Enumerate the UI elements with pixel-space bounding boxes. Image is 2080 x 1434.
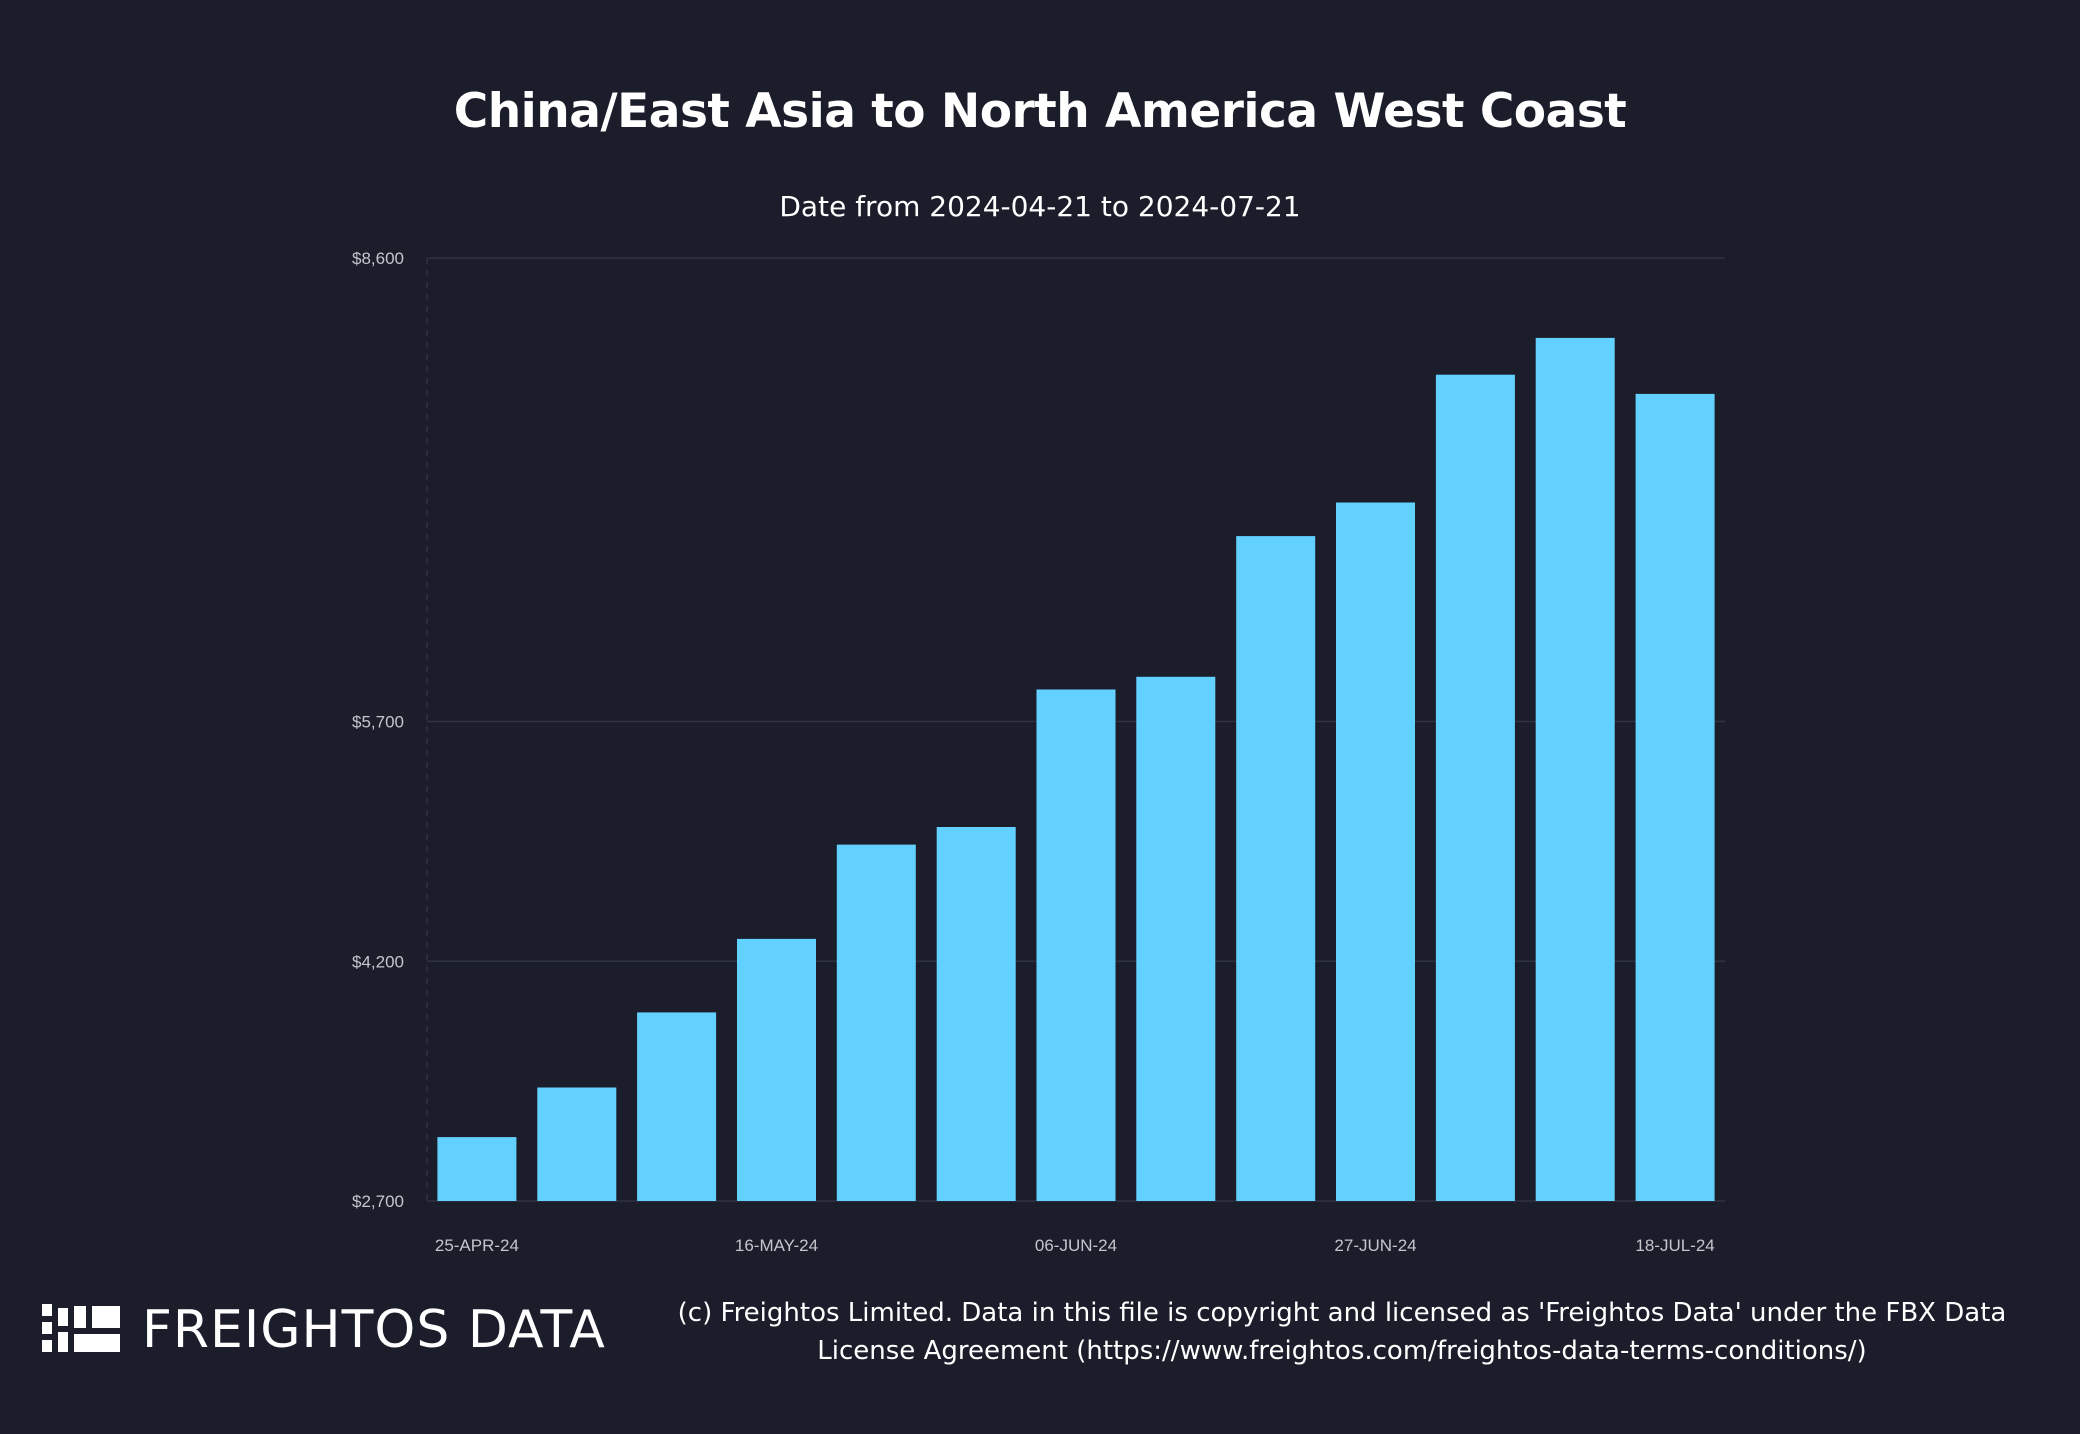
x-tick-label: 16-MAY-24 (735, 1236, 818, 1255)
bar-30-may-24 (936, 827, 1016, 1201)
y-axis-ticks: $2,700 $4,200 $5,700 $8,600 (352, 249, 404, 1211)
y-tick-label: $2,700 (352, 1192, 404, 1211)
bar-09-may-24 (637, 1012, 717, 1201)
y-tick-label: $8,600 (352, 249, 404, 268)
bar-18-jul-24 (1635, 393, 1715, 1201)
freightos-data-logo: FREIGHTOS DATA (42, 1300, 652, 1360)
x-tick-label: 18-JUL-24 (1635, 1236, 1714, 1255)
bar-13-jun-24 (1136, 676, 1216, 1201)
chart-subtitle: Date from 2024-04-21 to 2024-07-21 (779, 190, 1301, 223)
bar-06-jun-24 (1036, 689, 1116, 1201)
logo-text: FREIGHTOS DATA (142, 1300, 606, 1360)
x-tick-label: 27-JUN-24 (1334, 1236, 1416, 1255)
bar-20-jun-24 (1236, 536, 1316, 1201)
bar-02-may-24 (537, 1087, 617, 1201)
bar-25-apr-24 (437, 1137, 517, 1201)
bar-04-jul-24 (1435, 374, 1515, 1201)
bar-11-jul-24 (1535, 337, 1615, 1201)
x-tick-label: 06-JUN-24 (1035, 1236, 1117, 1255)
y-tick-label: $5,700 (352, 713, 404, 732)
x-tick-label: 25-APR-24 (435, 1236, 519, 1255)
chart-title: China/East Asia to North America West Co… (453, 84, 1627, 139)
x-axis-ticks: 25-APR-24 16-MAY-24 06-JUN-24 27-JUN-24 18-J… (435, 1236, 1715, 1255)
bars (437, 337, 1715, 1201)
copyright-notice: (c) Freightos Limited. Data in this file… (677, 1298, 2007, 1366)
bar-16-may-24 (737, 938, 816, 1201)
freightos-blocks-icon (42, 1304, 120, 1352)
bar-23-may-24 (836, 844, 916, 1201)
bar-27-jun-24 (1336, 502, 1415, 1201)
y-tick-label: $4,200 (352, 952, 404, 971)
